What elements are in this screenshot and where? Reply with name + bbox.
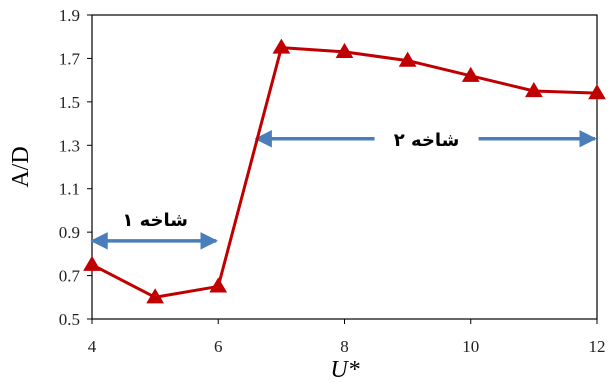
y-tick-label: 1.3 <box>59 136 80 155</box>
data-point-marker <box>210 278 226 292</box>
x-tick-label: 4 <box>88 337 97 356</box>
y-tick-label: 0.5 <box>59 310 80 329</box>
data-point-marker <box>273 40 289 54</box>
branch-label: شاخه ۱ <box>122 210 188 231</box>
y-tick-label: 1.1 <box>59 180 80 199</box>
y-tick-label: 1.7 <box>59 49 81 68</box>
x-axis-title: U* <box>330 357 359 383</box>
series-line <box>92 48 597 298</box>
x-tick-label: 12 <box>589 337 606 356</box>
x-tick-label: 6 <box>214 337 223 356</box>
plot-area <box>92 15 597 319</box>
y-tick-label: 1.5 <box>59 93 80 112</box>
branch-annotation: شاخه ۲ <box>256 130 595 151</box>
branch-annotation: شاخه ۱ <box>92 210 216 241</box>
y-tick-label: 0.7 <box>59 267 81 286</box>
y-tick-label: 1.9 <box>59 6 80 25</box>
y-tick-label: 0.9 <box>59 223 80 242</box>
x-tick-label: 10 <box>462 337 479 356</box>
branch-label: شاخه ۲ <box>394 130 460 151</box>
y-axis-title: A/D <box>8 146 34 187</box>
data-point-marker <box>84 257 100 271</box>
x-tick-label: 8 <box>340 337 349 356</box>
